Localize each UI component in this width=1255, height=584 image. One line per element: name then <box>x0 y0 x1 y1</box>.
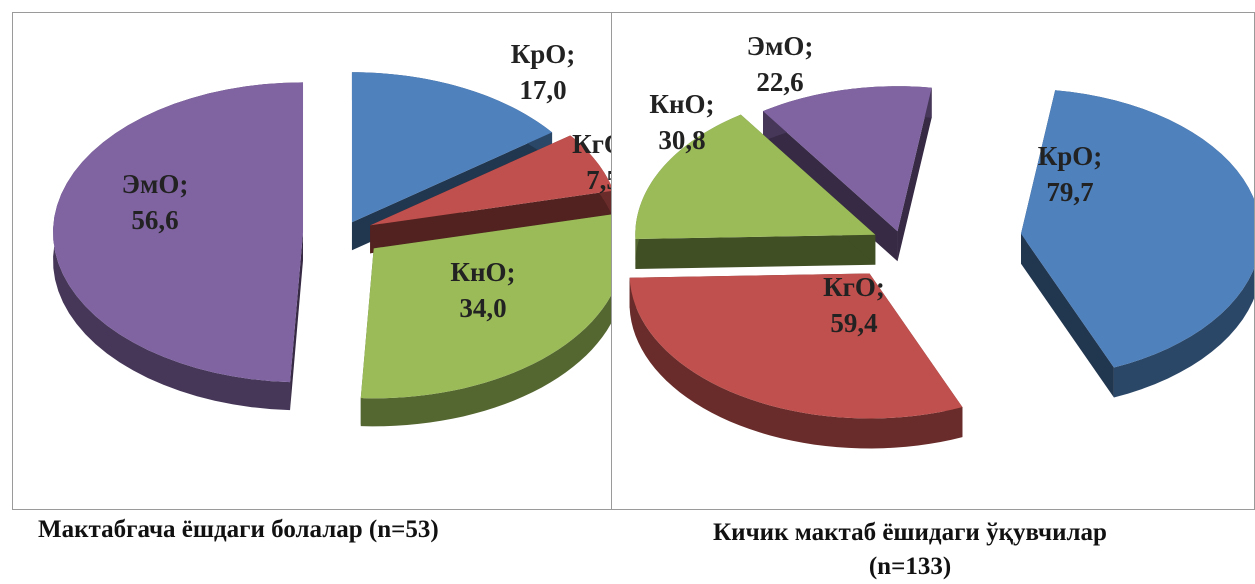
pie-wall <box>1021 233 1114 398</box>
pie-top <box>629 273 963 419</box>
pie-rim <box>629 277 963 449</box>
pie-slice-primary-0 <box>1021 90 1254 398</box>
chart-caption-primary-line2: (n=133) <box>868 553 952 580</box>
slice-label-name: КгО; <box>572 129 612 159</box>
pie-wall <box>763 111 898 262</box>
pie-wall <box>897 87 932 262</box>
slice-label-name: ЭмО; <box>122 169 189 199</box>
slice-label-value: 17,0 <box>519 75 566 105</box>
pie-top <box>370 135 611 226</box>
slice-label-value: 7,5 <box>586 165 612 195</box>
pie-slice-preschool-2 <box>360 214 611 427</box>
chart-caption-primary-school: Кичик мактаб ёшидаги ўқувчилар (n=133) <box>640 516 1180 584</box>
slice-label-name: КнО; <box>450 257 515 287</box>
pie-slice-primary-3 <box>763 86 932 262</box>
slice-label-name: КрО; <box>511 39 576 69</box>
slice-label-name: КгО; <box>823 272 885 302</box>
pie-slice-primary-1 <box>629 273 963 449</box>
pie-slice-primary-2 <box>635 114 876 269</box>
slice-label-value: 34,0 <box>459 293 506 323</box>
chart-caption-primary-line1: Кичик мактаб ёшидаги ўқувчилар <box>713 519 1107 546</box>
chart-caption-preschool: Мактабгача ёшдаги болалар (n=53) <box>38 516 439 543</box>
pie-top <box>635 114 876 239</box>
pie-wall <box>290 232 304 411</box>
slice-label-name: ЭмО; <box>747 31 814 61</box>
pie-top <box>53 82 304 383</box>
pie-slice-preschool-1 <box>370 135 611 254</box>
pie-chart-preschool: КрО; 17,0КгО; 7,5 КнО; 34,0 ЭмО; 56,6 <box>53 39 612 427</box>
slice-label-value: 56,6 <box>131 205 178 235</box>
pie-top <box>763 86 932 232</box>
pie-chart-primary-school: КрО; 79,7 КгО; 59,4 КнО; 30,8 ЭмО; 22,6 <box>629 31 1254 449</box>
slice-label-value: 30,8 <box>658 125 705 155</box>
slice-label-value: 79,7 <box>1046 177 1093 207</box>
pie-rim <box>360 295 611 427</box>
pie-wall <box>370 191 611 254</box>
slice-label-value: 22,6 <box>756 67 803 97</box>
chart-panel-preschool: КрО; 17,0КгО; 7,5 КнО; 34,0 ЭмО; 56,6 <box>12 12 612 510</box>
pie-slice-preschool-3 <box>53 82 304 411</box>
pie-top <box>360 214 611 399</box>
pie-top <box>1021 90 1254 368</box>
slice-label-name: КнО; <box>649 89 714 119</box>
slice-label-name: КрО; <box>1038 141 1103 171</box>
slice-label-value: 59,4 <box>830 308 877 338</box>
chart-panel-primary-school: КрО; 79,7 КгО; 59,4 КнО; 30,8 ЭмО; 22,6 <box>611 12 1255 510</box>
pie-wall <box>635 234 876 269</box>
pie-top <box>351 72 553 223</box>
